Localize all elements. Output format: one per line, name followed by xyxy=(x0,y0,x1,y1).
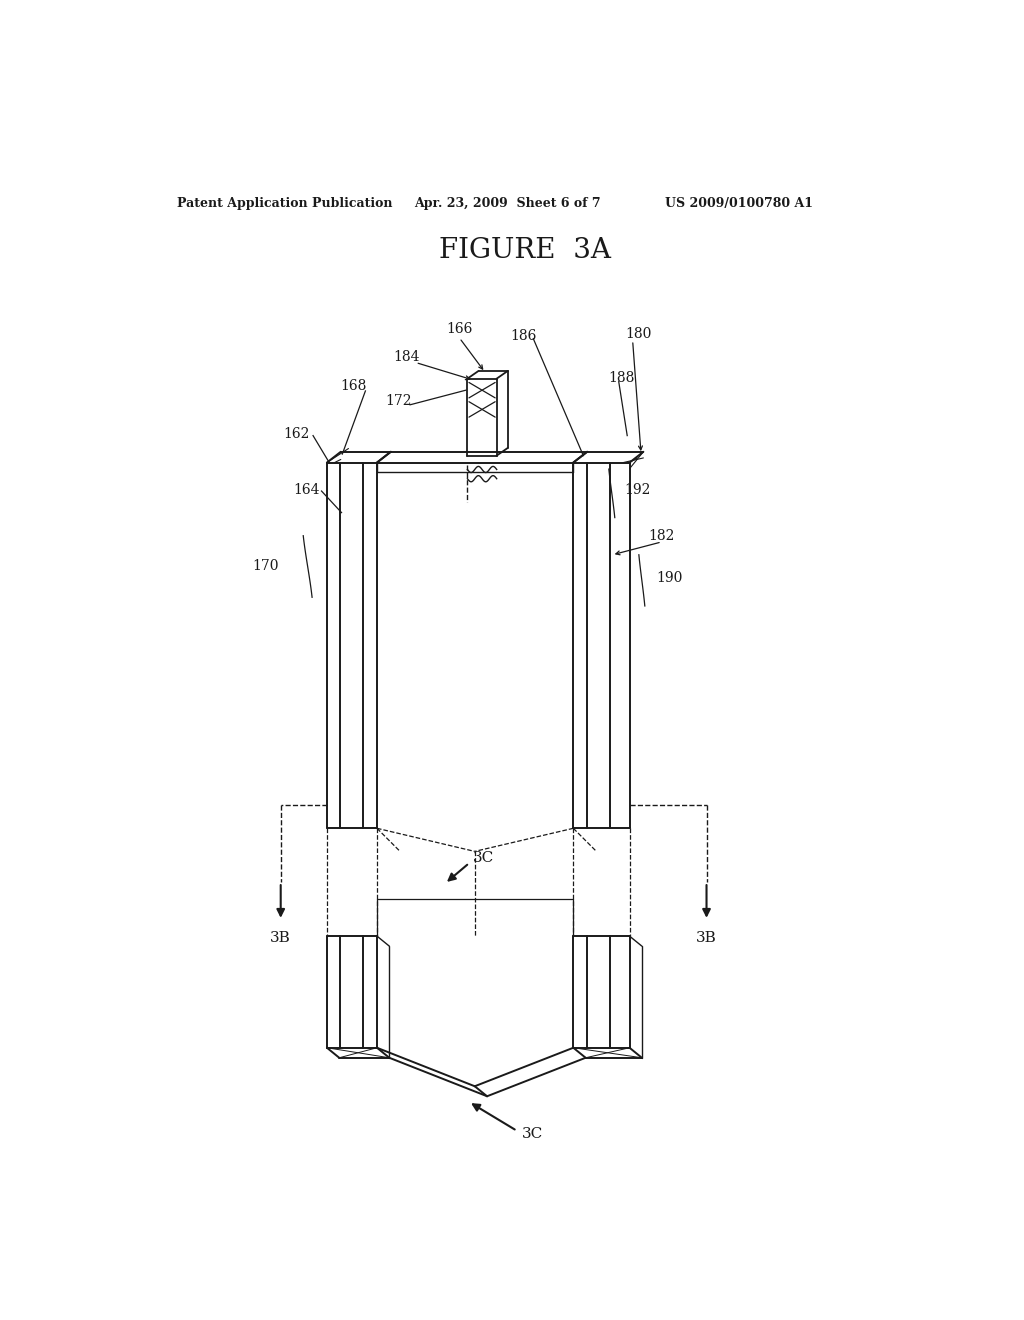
Text: 164: 164 xyxy=(293,483,319,496)
Text: 3C: 3C xyxy=(522,1127,543,1140)
Text: 192: 192 xyxy=(624,483,650,496)
Text: Patent Application Publication: Patent Application Publication xyxy=(177,197,392,210)
Text: 190: 190 xyxy=(656,572,683,585)
Text: 166: 166 xyxy=(446,322,472,337)
Text: 3B: 3B xyxy=(696,931,717,945)
Text: 180: 180 xyxy=(626,327,652,341)
Text: 172: 172 xyxy=(385,393,412,408)
Text: 188: 188 xyxy=(608,371,635,385)
Text: 170: 170 xyxy=(252,560,279,573)
Text: 182: 182 xyxy=(648,529,675,543)
Text: FIGURE  3A: FIGURE 3A xyxy=(439,238,610,264)
Text: US 2009/0100780 A1: US 2009/0100780 A1 xyxy=(665,197,813,210)
Text: 168: 168 xyxy=(341,379,367,392)
Text: 186: 186 xyxy=(510,329,537,342)
Text: Apr. 23, 2009  Sheet 6 of 7: Apr. 23, 2009 Sheet 6 of 7 xyxy=(415,197,601,210)
Text: 3C: 3C xyxy=(473,850,494,865)
Text: 184: 184 xyxy=(393,350,420,364)
Text: 162: 162 xyxy=(283,428,309,441)
Text: 3B: 3B xyxy=(270,931,291,945)
